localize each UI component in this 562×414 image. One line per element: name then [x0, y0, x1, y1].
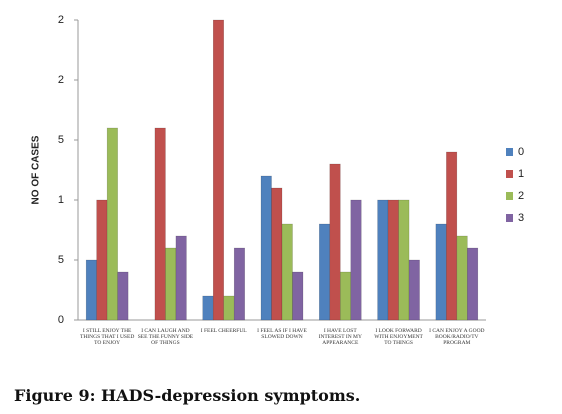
x-tick-label: I HAVE LOST INTEREST IN MY APPEARANCE — [318, 328, 362, 346]
x-tick-label: I FEEL AS IF I HAVE SLOWED DOWN — [257, 328, 307, 340]
bar — [85, 259, 97, 321]
bar — [223, 295, 235, 321]
x-tick-label: I CAN LAUGH AND SEE THE FUNNY SIDE OF TH… — [137, 328, 194, 346]
bar — [281, 223, 293, 321]
bar — [398, 199, 410, 321]
bar — [408, 259, 420, 321]
x-tick-label: I STILL ENJOY THE THINGS THAT I USED TO … — [79, 328, 135, 346]
bar — [165, 247, 177, 321]
y-axis-label: NO OF CASES — [31, 135, 42, 204]
bar — [271, 187, 283, 321]
bar — [292, 271, 304, 321]
bar — [233, 247, 245, 321]
bar — [319, 223, 331, 321]
legend-swatch — [506, 192, 513, 200]
legend-swatch — [506, 170, 513, 178]
legend-swatch — [506, 214, 513, 222]
bar — [202, 295, 214, 321]
bar — [387, 199, 399, 321]
bar — [96, 199, 108, 321]
legend-swatch — [506, 148, 513, 156]
legend-label: 2 — [518, 190, 524, 202]
y-tick-label: 5 — [58, 254, 64, 266]
bar — [435, 223, 447, 321]
legend-label: 1 — [518, 168, 524, 180]
bar — [340, 271, 352, 321]
legend-label: 3 — [518, 212, 524, 224]
bar — [212, 19, 224, 321]
x-tick-label: I FEEL CHEERFUL — [200, 328, 247, 334]
y-tick-label: 1 — [58, 194, 64, 206]
x-tick-label: I CAN ENJOY A GOOD BOOK/RADIO/TV PROGRAM — [429, 328, 485, 346]
bar — [175, 235, 187, 321]
legend-label: 0 — [518, 146, 524, 158]
bar — [467, 247, 479, 321]
bar — [117, 271, 129, 321]
bar — [446, 151, 458, 321]
bar — [154, 127, 166, 321]
caption: Figure 9: HADS-depression symptoms. — [14, 386, 361, 405]
y-tick-label: 5 — [58, 134, 64, 146]
bar — [377, 199, 389, 321]
bar — [350, 199, 362, 321]
x-tick-label: I LOOK FORWARD WITH ENJOYMENT TO THINGS — [374, 328, 423, 346]
bar — [329, 163, 341, 321]
bar — [106, 127, 118, 321]
bar — [456, 235, 468, 321]
y-tick-label: 2 — [58, 14, 64, 26]
bar — [260, 175, 272, 321]
y-tick-label: 0 — [58, 314, 64, 326]
y-tick-label: 2 — [58, 74, 64, 86]
